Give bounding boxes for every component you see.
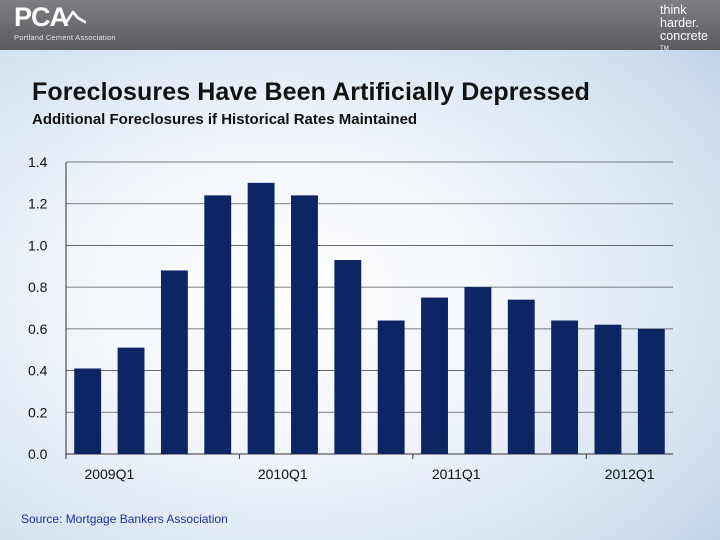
pca-logo-mark: PCA (14, 2, 69, 32)
bar-2011Q4 (551, 320, 579, 454)
y-axis-labels: 0.0 0.2 0.4 0.6 0.8 1.0 1.2 1.4 (28, 154, 48, 462)
y-tick-label: 1.0 (28, 237, 48, 253)
bar-2010Q4 (377, 320, 405, 454)
chart-axes (65, 162, 673, 459)
bar-2009Q1 (74, 368, 102, 454)
y-tick-label: 0.4 (28, 363, 48, 379)
slide-title: Foreclosures Have Been Artificially Depr… (32, 78, 590, 106)
chart-bars (74, 182, 665, 454)
brand-line-text: concrete (660, 29, 708, 43)
foreclosures-bar-chart: 0.0 0.2 0.4 0.6 0.8 1.0 1.2 1.4 2009Q1 2010Q1 201… (28, 154, 673, 482)
x-tick-label: 2011Q1 (432, 466, 481, 482)
bar-2009Q2 (117, 347, 145, 454)
brand-line: concrete TM (660, 30, 708, 58)
bar-2011Q2 (464, 287, 492, 454)
x-tick-label: 2009Q1 (84, 466, 134, 482)
trademark-mark: TM (660, 46, 669, 52)
pca-swoosh-icon (64, 10, 86, 26)
bar-2009Q3 (160, 270, 188, 454)
y-tick-label: 0.2 (28, 404, 48, 420)
bar-2011Q1 (421, 297, 448, 454)
think-harder-logo: think harder. concrete TM (660, 4, 708, 58)
bar-2012Q1 (594, 324, 622, 454)
brand-line: think (660, 3, 687, 17)
pca-tagline: Portland Cement Association (14, 33, 116, 42)
source-note: Source: Mortgage Bankers Association (21, 512, 228, 526)
y-tick-label: 1.4 (28, 154, 48, 170)
chart-gridlines (66, 161, 673, 455)
bar-2010Q3 (334, 260, 362, 454)
x-tick-label: 2012Q1 (605, 466, 655, 482)
bar-2009Q4 (204, 195, 232, 454)
slide-subtitle: Additional Foreclosures if Historical Ra… (32, 111, 418, 128)
x-axis-labels: 2009Q1 2010Q1 2011Q1 2012Q1 (84, 466, 654, 482)
y-tick-label: 0.0 (28, 446, 48, 462)
x-tick-label: 2010Q1 (258, 466, 308, 482)
y-tick-label: 0.8 (28, 279, 48, 295)
header-bar: PCA Portland Cement Association think ha… (0, 0, 720, 52)
bar-2010Q2 (291, 195, 318, 454)
pca-logo: PCA Portland Cement Association (14, 3, 116, 42)
bar-2012Q2 (637, 328, 665, 454)
y-tick-label: 0.6 (28, 321, 48, 337)
bar-2011Q3 (507, 299, 535, 454)
brand-line: harder. (660, 16, 699, 30)
y-tick-label: 1.2 (28, 196, 48, 212)
bar-2010Q1 (247, 182, 275, 454)
